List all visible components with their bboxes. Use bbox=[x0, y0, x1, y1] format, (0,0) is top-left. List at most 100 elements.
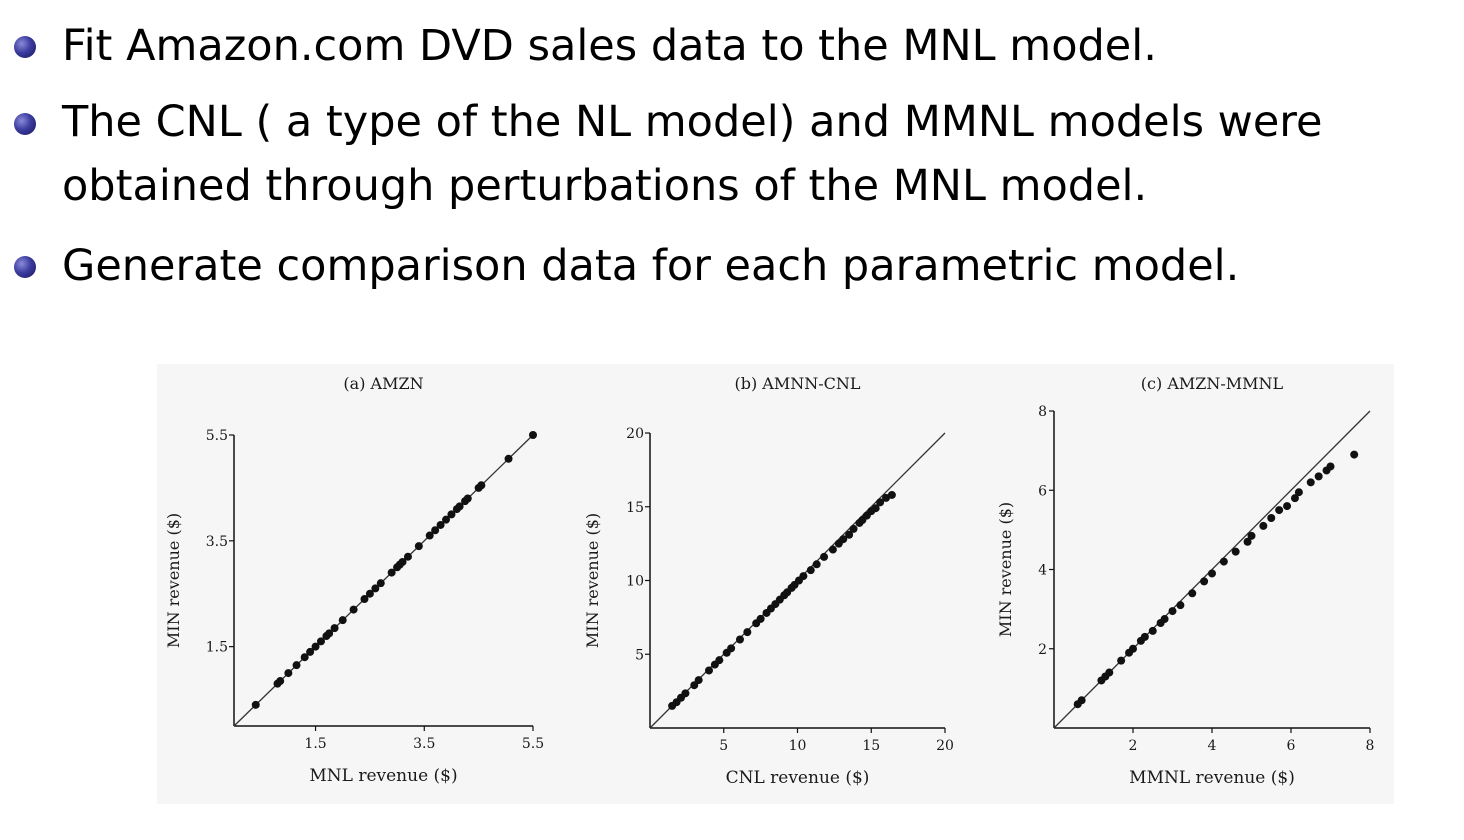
data-point bbox=[876, 498, 885, 507]
data-point bbox=[376, 579, 385, 588]
y-tick-label: 8 bbox=[1038, 404, 1047, 420]
data-point bbox=[1140, 632, 1149, 641]
data-point bbox=[1350, 450, 1359, 459]
data-point bbox=[1077, 696, 1086, 705]
data-point bbox=[306, 647, 315, 656]
data-point bbox=[292, 661, 301, 670]
data-point bbox=[300, 653, 309, 662]
x-axis-label: MNL revenue ($) bbox=[309, 766, 457, 786]
data-point bbox=[251, 700, 260, 709]
data-point bbox=[845, 530, 854, 539]
data-point bbox=[398, 557, 407, 566]
data-point bbox=[455, 502, 464, 511]
scatter-figure: 1.5 3.5 5.5 1.5 3.5 5.5 (a) AMZN MNL revenue ($… bbox=[157, 364, 1394, 804]
bullet-dot-icon bbox=[14, 256, 36, 278]
data-point bbox=[839, 535, 848, 544]
data-point bbox=[504, 454, 513, 463]
y-axis-label: MIN revenue ($) bbox=[164, 513, 183, 648]
x-tick-label: 10 bbox=[789, 738, 807, 754]
y-tick-label: 1.5 bbox=[206, 640, 228, 656]
y-axis-label: MIN revenue ($) bbox=[583, 513, 602, 648]
x-tick-label: 3.5 bbox=[413, 736, 435, 752]
data-point bbox=[1105, 668, 1114, 677]
data-point bbox=[694, 676, 703, 685]
data-point bbox=[425, 531, 434, 540]
chart-panel: 2 4 6 8 2 4 6 8 (c) AMZN-MMNL MMNL revenue ($) MIN… bbox=[996, 374, 1374, 788]
y-tick-label: 4 bbox=[1038, 563, 1047, 579]
data-point bbox=[727, 644, 736, 653]
data-point bbox=[705, 666, 713, 675]
data-point bbox=[1283, 502, 1292, 511]
data-point bbox=[1219, 557, 1228, 566]
y-tick-label: 5 bbox=[635, 647, 644, 663]
x-tick-label: 15 bbox=[862, 738, 880, 754]
data-point bbox=[1208, 569, 1216, 578]
data-point bbox=[463, 494, 472, 503]
data-point bbox=[330, 624, 339, 633]
data-point bbox=[1326, 462, 1335, 471]
data-point bbox=[436, 520, 445, 529]
data-point bbox=[849, 524, 858, 533]
data-point bbox=[1243, 537, 1252, 546]
data-point bbox=[1267, 513, 1276, 522]
bullet-item: Fit Amazon.com DVD sales data to the MNL… bbox=[62, 21, 1157, 71]
data-point bbox=[1160, 615, 1169, 624]
data-point bbox=[365, 589, 374, 598]
data-point bbox=[1117, 656, 1126, 665]
data-point bbox=[349, 605, 358, 614]
data-point bbox=[371, 584, 380, 593]
data-point bbox=[1176, 601, 1185, 610]
data-point bbox=[338, 616, 347, 625]
bullet-dot-icon bbox=[14, 36, 36, 58]
x-tick-label: 4 bbox=[1208, 738, 1217, 754]
data-point bbox=[1231, 547, 1240, 556]
x-tick-label: 5.5 bbox=[522, 736, 544, 752]
data-point bbox=[442, 515, 451, 524]
data-point bbox=[387, 568, 396, 577]
data-point bbox=[325, 629, 334, 638]
chart-panel: 1.5 3.5 5.5 1.5 3.5 5.5 (a) AMZN MNL revenue ($… bbox=[164, 374, 544, 786]
x-tick-label: 2 bbox=[1129, 738, 1138, 754]
data-point bbox=[529, 431, 537, 439]
x-tick-label: 20 bbox=[936, 738, 954, 754]
data-point bbox=[284, 669, 293, 678]
data-point bbox=[871, 504, 880, 513]
bullet-dot-icon bbox=[14, 113, 36, 135]
y-tick-label: 20 bbox=[626, 426, 644, 442]
y-tick-label: 5.5 bbox=[206, 428, 228, 444]
x-axis-label: CNL revenue ($) bbox=[726, 768, 870, 788]
data-point bbox=[681, 689, 690, 698]
data-point bbox=[403, 552, 412, 561]
data-point bbox=[311, 642, 320, 651]
bullet-item: Generate comparison data for each parame… bbox=[62, 241, 1240, 291]
data-point bbox=[715, 656, 724, 665]
data-point bbox=[1294, 488, 1303, 497]
data-point bbox=[1129, 644, 1137, 653]
data-point bbox=[1314, 472, 1323, 481]
data-point bbox=[1290, 494, 1299, 503]
data-point bbox=[882, 493, 890, 502]
figure-svg: 1.5 3.5 5.5 1.5 3.5 5.5 (a) AMZN MNL revenue ($… bbox=[164, 374, 1374, 788]
chart-panel: 5 10 15 20 5 10 15 20 (b) AMNN-CNL CNL revenue ($… bbox=[583, 374, 954, 788]
bullet-item: The CNL ( a type of the NL model) and MM… bbox=[62, 97, 1323, 211]
data-point bbox=[1247, 531, 1256, 540]
data-point bbox=[447, 510, 456, 519]
data-point bbox=[1168, 607, 1177, 616]
data-point bbox=[1148, 626, 1157, 635]
chart-title: (b) AMNN-CNL bbox=[734, 374, 860, 393]
x-tick-label: 6 bbox=[1287, 738, 1296, 754]
data-point bbox=[1188, 589, 1197, 598]
data-point bbox=[756, 614, 765, 623]
data-point bbox=[743, 628, 752, 637]
chart-title: (c) AMZN-MMNL bbox=[1141, 374, 1284, 393]
y-tick-label: 3.5 bbox=[206, 534, 228, 550]
data-point bbox=[812, 560, 821, 569]
data-point bbox=[806, 566, 815, 575]
data-point bbox=[477, 481, 486, 490]
y-tick-label: 2 bbox=[1038, 642, 1047, 658]
x-tick-label: 5 bbox=[719, 738, 728, 754]
data-point bbox=[276, 677, 285, 686]
x-tick-label: 8 bbox=[1366, 738, 1375, 754]
data-point bbox=[1259, 521, 1268, 530]
x-tick-label: 1.5 bbox=[304, 736, 326, 752]
